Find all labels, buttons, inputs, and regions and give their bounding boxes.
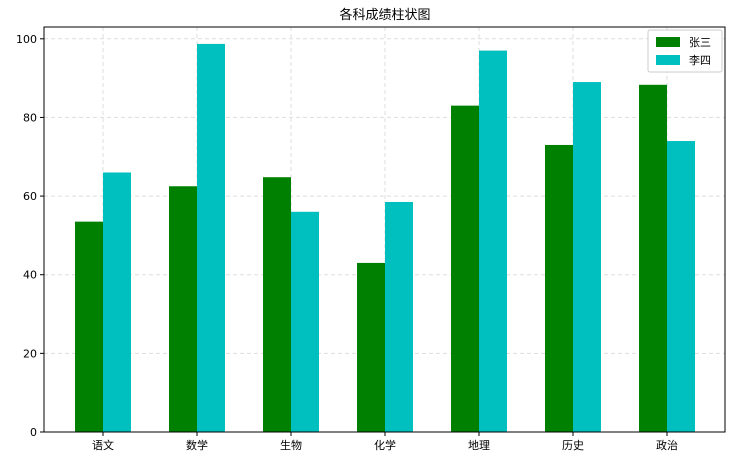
legend-swatch-series-1: [656, 37, 680, 47]
legend-swatch-series-2: [656, 55, 680, 65]
x-tick-label: 语文: [92, 438, 114, 452]
bar-1-地理: [451, 105, 479, 432]
x-tick-label: 政治: [656, 438, 678, 452]
tick-labels: 0 20 40 60 80 100 语文 数学 生物 化学 地理 历史 政治: [16, 33, 678, 452]
bar-2-化学: [385, 201, 413, 432]
bar-2-政治: [667, 141, 695, 433]
bar-2-生物: [291, 211, 319, 432]
bar-2-历史: [573, 82, 601, 432]
y-tick-label: 100: [16, 33, 37, 46]
bars: [75, 43, 695, 433]
legend: 张三 李四: [647, 29, 723, 73]
x-tick-label: 历史: [562, 439, 584, 452]
bar-1-语文: [75, 221, 103, 432]
bar-2-语文: [103, 172, 131, 432]
bar-1-生物: [263, 177, 291, 432]
chart-title: 各科成绩柱状图: [339, 7, 430, 23]
x-tick-label: 生物: [280, 438, 302, 452]
x-tick-label: 地理: [468, 439, 490, 452]
bar-2-数学: [197, 43, 225, 432]
bar-1-政治: [639, 84, 667, 433]
x-tick-label: 化学: [374, 438, 396, 452]
legend-label-series-1: 张三: [689, 36, 711, 49]
bar-2-地理: [479, 50, 507, 433]
bar-1-化学: [357, 262, 385, 432]
legend-label-series-2: 李四: [689, 53, 711, 67]
bar-1-历史: [545, 144, 573, 432]
y-tick-label: 20: [23, 347, 37, 360]
y-tick-label: 80: [23, 111, 37, 124]
y-tick-label: 60: [23, 190, 37, 203]
bar-1-数学: [169, 186, 197, 432]
y-tick-label: 0: [30, 426, 37, 439]
x-tick-label: 数学: [186, 438, 208, 452]
axes: [40, 26, 726, 436]
y-tick-label: 40: [23, 269, 37, 282]
